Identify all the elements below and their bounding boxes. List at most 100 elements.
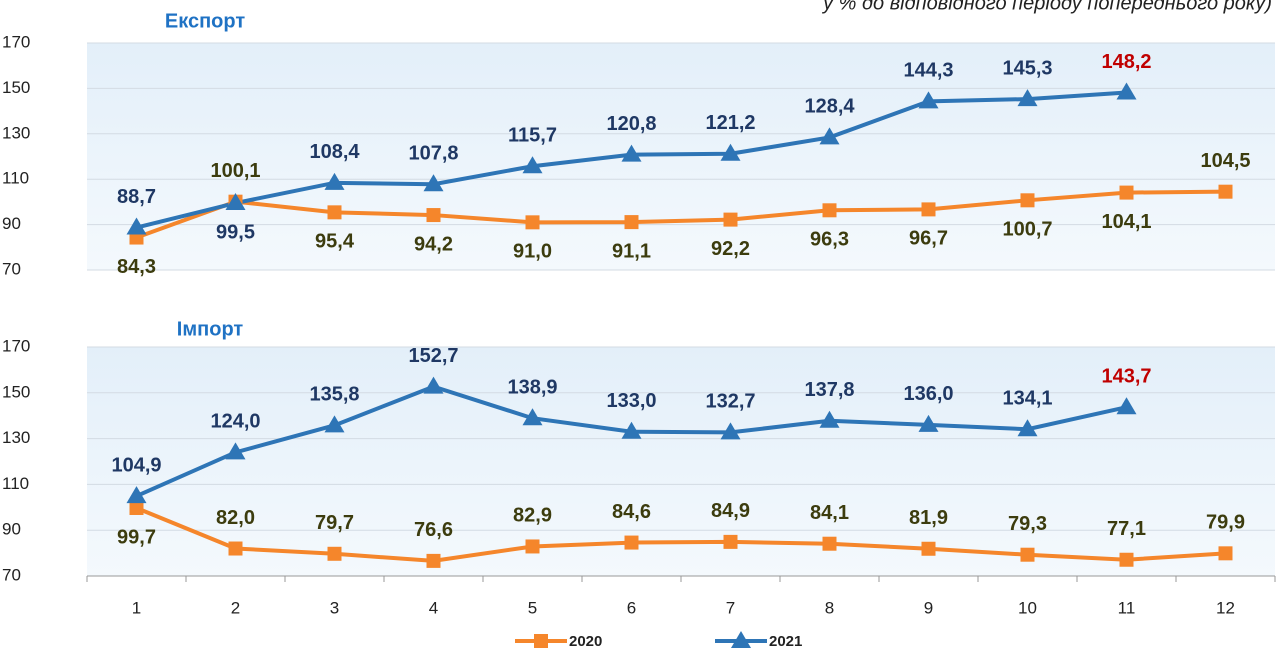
- data-label: 107,8: [408, 142, 458, 164]
- data-label: 94,2: [414, 233, 453, 255]
- data-label: 135,8: [309, 384, 359, 406]
- subtitle: у % до відповідного періоду попереднього…: [821, 0, 1272, 14]
- data-label: 136,0: [903, 383, 953, 405]
- data-label: 145,3: [1002, 57, 1052, 79]
- chart-title: Експорт: [165, 10, 245, 32]
- marker: [621, 144, 642, 162]
- marker: [525, 215, 540, 230]
- data-label: 84,6: [612, 501, 651, 523]
- data-label: 128,4: [804, 96, 855, 118]
- marker: [1119, 552, 1134, 567]
- marker: [720, 143, 741, 161]
- data-label: 100,7: [1002, 219, 1052, 241]
- data-label: 88,7: [117, 186, 156, 208]
- marker: [624, 535, 639, 550]
- marker: [819, 127, 840, 145]
- data-label: 148,2: [1101, 51, 1151, 73]
- marker: [1017, 419, 1038, 437]
- data-label: 99,7: [117, 526, 156, 548]
- marker: [921, 541, 936, 556]
- marker: [324, 415, 345, 433]
- marker: [1218, 184, 1233, 199]
- data-label: 104,1: [1101, 211, 1151, 233]
- y-tick-label: 110: [2, 169, 29, 188]
- marker: [720, 422, 741, 440]
- y-tick-label: 70: [2, 259, 21, 278]
- marker: [918, 91, 939, 109]
- data-label: 82,9: [513, 505, 552, 527]
- data-label: 152,7: [408, 345, 458, 367]
- legend-label: 2020: [569, 633, 602, 650]
- plot-area: [87, 43, 1275, 270]
- marker: [225, 442, 246, 460]
- plot-area: [87, 347, 1275, 576]
- data-label: 104,5: [1200, 150, 1250, 172]
- data-label: 124,0: [210, 411, 260, 433]
- data-label: 144,3: [903, 60, 953, 82]
- marker: [624, 215, 639, 230]
- marker: [129, 500, 144, 515]
- y-tick-label: 130: [2, 428, 30, 447]
- y-tick-label: 90: [2, 520, 21, 539]
- marker: [822, 536, 837, 551]
- marker: [126, 486, 147, 504]
- marker: [723, 212, 738, 227]
- marker: [522, 408, 543, 426]
- y-tick-label: 90: [2, 214, 21, 233]
- data-label: 84,1: [810, 502, 849, 524]
- data-label: 115,7: [508, 125, 557, 147]
- data-label: 77,1: [1107, 518, 1146, 540]
- data-label: 79,9: [1206, 512, 1245, 534]
- y-tick-label: 150: [2, 382, 30, 401]
- marker: [228, 541, 243, 556]
- marker: [327, 205, 342, 220]
- data-label: 104,9: [111, 454, 161, 476]
- marker: [1020, 193, 1035, 208]
- marker: [423, 174, 444, 192]
- marker: [522, 156, 543, 174]
- marker: [423, 376, 444, 394]
- x-tick-label: 8: [825, 598, 834, 617]
- x-tick-label: 9: [924, 598, 933, 617]
- data-label: 108,4: [309, 141, 360, 163]
- data-label: 138,9: [507, 377, 557, 399]
- data-label: 79,3: [1008, 513, 1047, 535]
- data-label: 120,8: [606, 113, 656, 135]
- x-tick-label: 5: [528, 598, 537, 617]
- data-label: 143,7: [1101, 366, 1151, 388]
- data-label: 81,9: [909, 507, 948, 529]
- x-tick-label: 11: [1118, 598, 1136, 617]
- marker: [426, 553, 441, 568]
- data-label: 96,3: [810, 229, 849, 251]
- marker: [426, 208, 441, 223]
- marker: [126, 217, 147, 235]
- marker: [525, 539, 540, 554]
- data-label: 100,1: [210, 160, 260, 182]
- y-tick-label: 150: [2, 78, 30, 97]
- marker: [819, 410, 840, 428]
- marker: [1218, 546, 1233, 561]
- data-label: 79,7: [315, 512, 354, 534]
- marker: [324, 172, 345, 190]
- data-label: 96,7: [909, 228, 948, 250]
- data-label: 95,4: [315, 231, 355, 253]
- data-label: 91,1: [612, 240, 651, 262]
- marker: [225, 193, 246, 211]
- y-tick-label: 170: [2, 336, 30, 355]
- data-label: 84,3: [117, 256, 156, 278]
- marker: [1020, 547, 1035, 562]
- x-tick-label: 6: [627, 598, 636, 617]
- marker: [621, 421, 642, 439]
- y-tick-label: 130: [2, 123, 30, 142]
- marker: [918, 414, 939, 432]
- data-label: 82,0: [216, 507, 255, 529]
- data-label: 132,7: [705, 391, 755, 413]
- data-label: 134,1: [1002, 387, 1052, 409]
- data-label: 84,9: [711, 500, 750, 522]
- chart-title: Імпорт: [177, 318, 244, 340]
- x-tick-label: 3: [330, 598, 339, 617]
- marker: [327, 546, 342, 561]
- x-tick-label: 4: [429, 598, 438, 617]
- marker: [822, 203, 837, 218]
- data-label: 99,5: [216, 221, 255, 243]
